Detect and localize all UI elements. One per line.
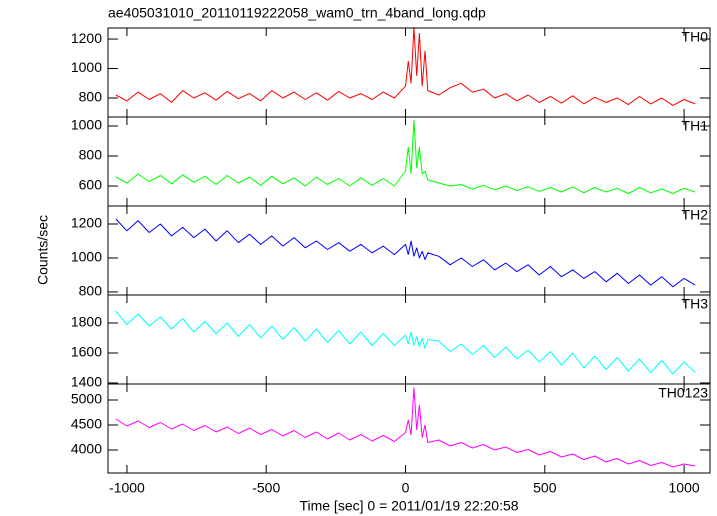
y-tick-label: 4000: [71, 441, 102, 457]
y-tick-label: 5000: [71, 391, 102, 407]
y-tick-label: 4500: [71, 416, 102, 432]
y-tick-label: 800: [79, 283, 103, 299]
panel-label: TH0123: [658, 385, 708, 401]
panel-label: TH1: [682, 118, 709, 134]
y-tick-label: 800: [79, 89, 103, 105]
panel-frame: [107, 383, 711, 474]
panel-frame: [107, 116, 711, 207]
panel-label: TH0: [682, 29, 709, 45]
series-line: [115, 387, 696, 468]
x-tick-label: 500: [533, 480, 557, 496]
series-line: [115, 310, 696, 375]
x-tick-label: -500: [252, 480, 280, 496]
panel-label: TH3: [682, 296, 709, 312]
y-tick-label: 1400: [71, 374, 102, 390]
series-line: [115, 119, 696, 194]
series-line: [115, 27, 696, 106]
y-tick-label: 1200: [71, 215, 102, 231]
y-tick-label: 1800: [71, 314, 102, 330]
y-tick-label: 800: [79, 147, 103, 163]
y-tick-label: 1600: [71, 344, 102, 360]
panel-frame: [107, 27, 711, 118]
chart-title: ae405031010_20110119222058_wam0_trn_4ban…: [108, 5, 486, 21]
panel-label: TH2: [682, 207, 709, 223]
x-tick-label: -1000: [109, 480, 145, 496]
y-axis-label: Counts/sec: [35, 215, 51, 285]
x-tick-label: 0: [402, 480, 410, 496]
y-tick-label: 1000: [71, 117, 102, 133]
y-tick-label: 1200: [71, 30, 102, 46]
y-tick-label: 600: [79, 177, 103, 193]
x-tick-label: 1000: [669, 480, 700, 496]
x-axis-label: Time [sec] 0 = 2011/01/19 22:20:58: [299, 498, 518, 514]
series-line: [115, 218, 696, 288]
y-tick-label: 1000: [71, 59, 102, 75]
y-tick-label: 1000: [71, 249, 102, 265]
